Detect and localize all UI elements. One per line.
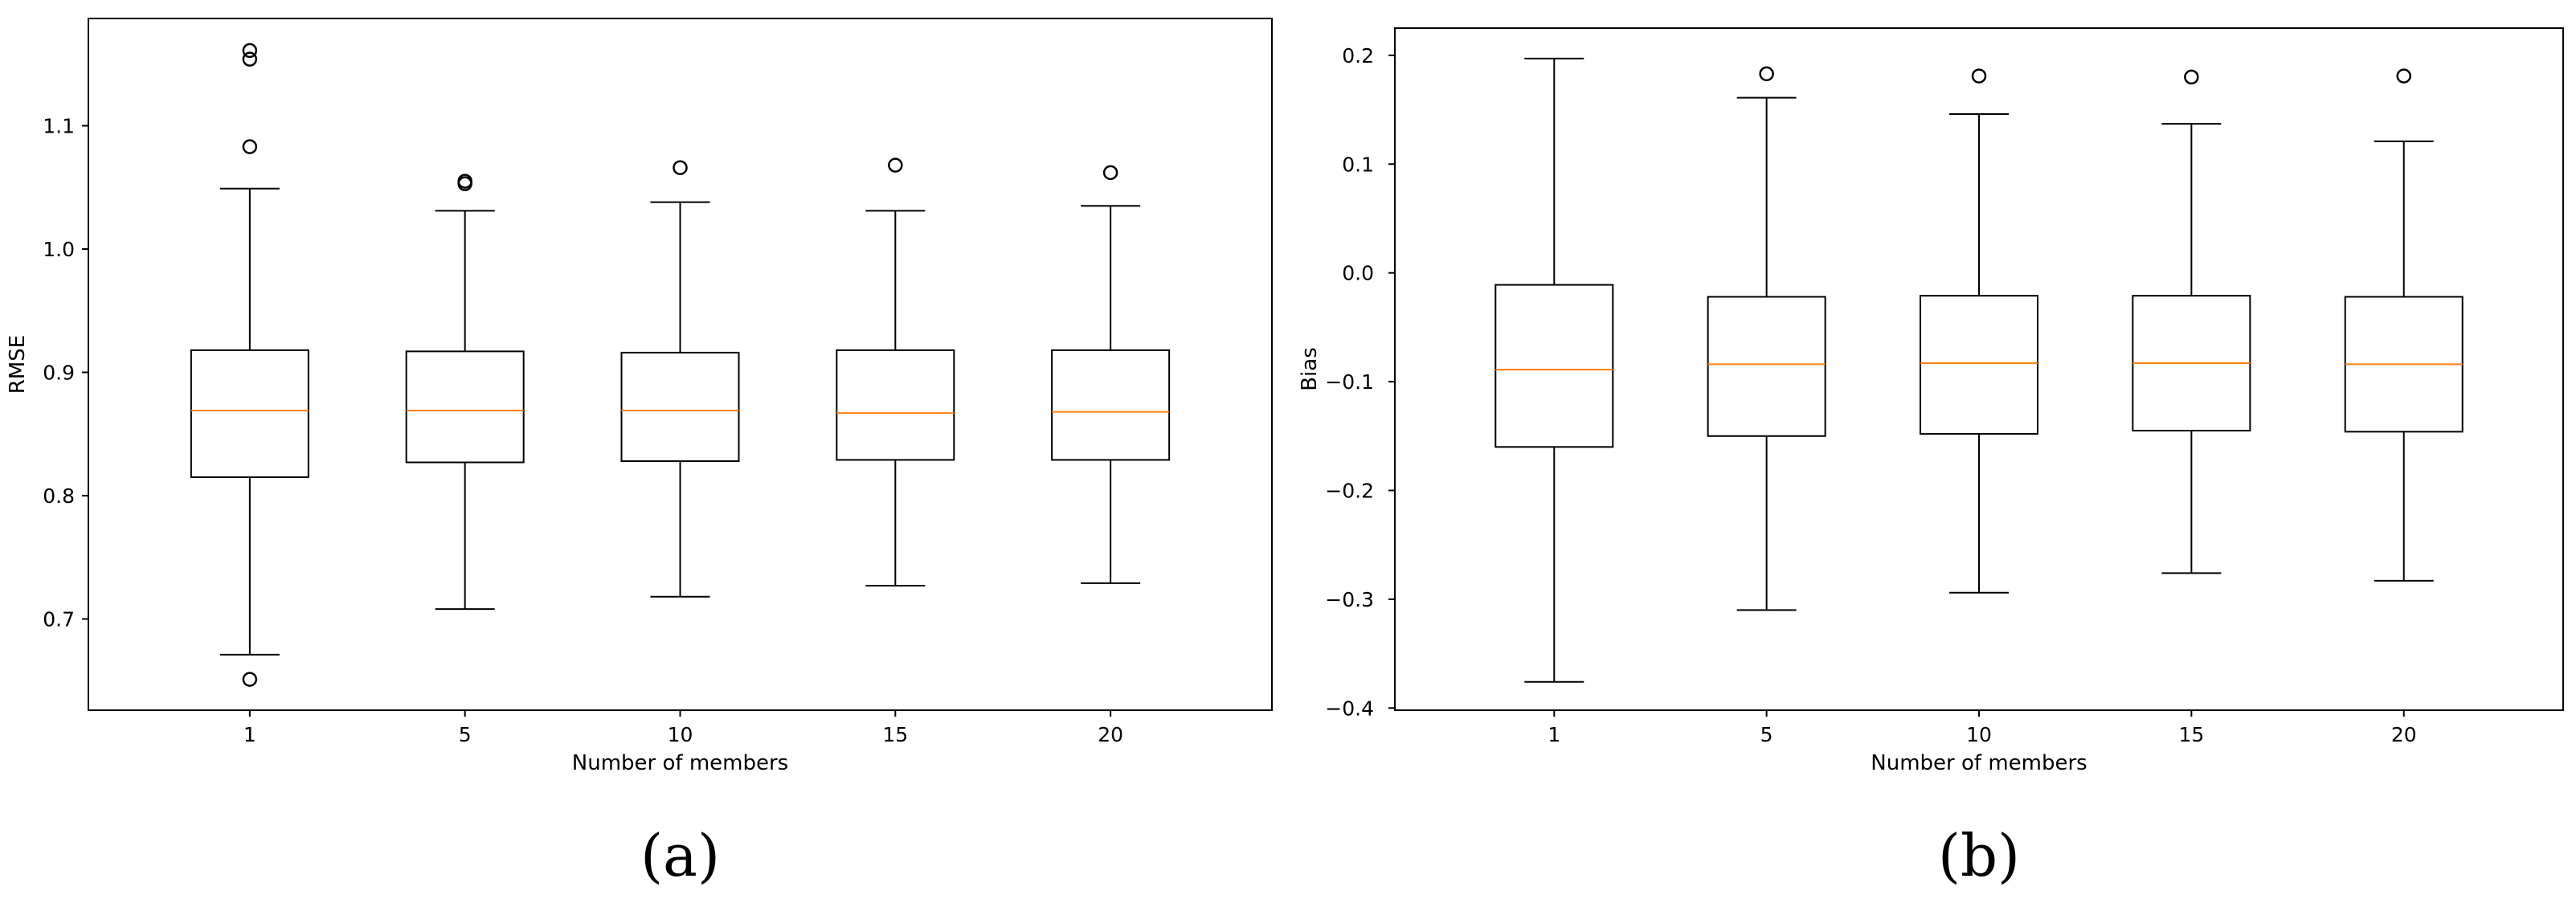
- box-group-5: [1707, 66, 1826, 611]
- panel-label: (a): [640, 822, 720, 889]
- box-group-15: [2132, 69, 2251, 574]
- x-tick-label: 20: [1098, 723, 1123, 746]
- box: [620, 351, 740, 462]
- x-tick-label: 5: [1760, 723, 1773, 746]
- box-group-1: [1494, 57, 1614, 683]
- y-tick-label: 0.2: [1342, 44, 1374, 67]
- outlier-point: [457, 176, 472, 191]
- y-axis-label: Bias: [1298, 347, 1322, 391]
- outlier-point: [1759, 66, 1774, 82]
- box: [190, 349, 309, 478]
- x-tick-label: 15: [882, 723, 908, 746]
- outlier-point: [242, 43, 258, 59]
- outlier-point: [2396, 68, 2411, 84]
- x-tick-label: 20: [2391, 723, 2417, 746]
- x-tick-label: 15: [2178, 723, 2204, 746]
- x-tick-label: 10: [1966, 723, 1992, 746]
- y-tick-label: 0.9: [43, 361, 75, 384]
- outlier-point: [1971, 68, 1987, 84]
- y-tick-label: −0.4: [1325, 697, 1374, 720]
- outlier-point: [242, 672, 258, 687]
- y-tick-label: 0.7: [43, 607, 75, 631]
- x-tick-label: 10: [668, 723, 693, 746]
- outlier-point: [673, 160, 688, 175]
- x-tick-label: 1: [243, 723, 256, 746]
- y-tick-label: 0.8: [43, 484, 75, 508]
- outlier-point: [1102, 165, 1118, 181]
- box-group-5: [405, 174, 525, 611]
- box-group-10: [1920, 68, 2038, 594]
- box: [1494, 284, 1614, 448]
- outlier-point: [2184, 69, 2199, 85]
- box: [1920, 295, 2038, 435]
- box-group-20: [1051, 165, 1171, 584]
- outlier-point: [888, 157, 903, 173]
- box-group-20: [2344, 68, 2464, 582]
- box: [836, 349, 955, 461]
- x-tick-label: 5: [459, 723, 472, 746]
- y-tick-label: 1.0: [43, 238, 75, 261]
- box: [1051, 349, 1171, 461]
- y-tick-label: 1.1: [43, 115, 75, 138]
- box-group-1: [190, 43, 309, 687]
- x-tick-label: 1: [1548, 723, 1560, 746]
- box-group-10: [620, 160, 740, 598]
- box: [405, 350, 525, 464]
- y-tick-label: −0.1: [1325, 370, 1374, 394]
- chart-panel-b: 0.20.10.0−0.1−0.2−0.3−0.41 5 10 15 20Number …: [1298, 27, 2564, 889]
- y-tick-label: 0.0: [1342, 262, 1374, 285]
- y-tick-label: 0.1: [1342, 153, 1374, 176]
- plot-frame: [88, 18, 1273, 711]
- outlier-point: [242, 51, 258, 67]
- box-group-15: [836, 157, 955, 586]
- box: [1707, 296, 1826, 437]
- panel-label: (b): [1938, 822, 2020, 889]
- y-tick-label: −0.3: [1325, 588, 1374, 611]
- outlier-point: [242, 139, 258, 154]
- y-tick-label: −0.2: [1325, 479, 1374, 502]
- x-axis-label: Number of members: [572, 751, 788, 775]
- y-axis-label: RMSE: [6, 335, 30, 394]
- x-axis-label: Number of members: [1871, 751, 2087, 775]
